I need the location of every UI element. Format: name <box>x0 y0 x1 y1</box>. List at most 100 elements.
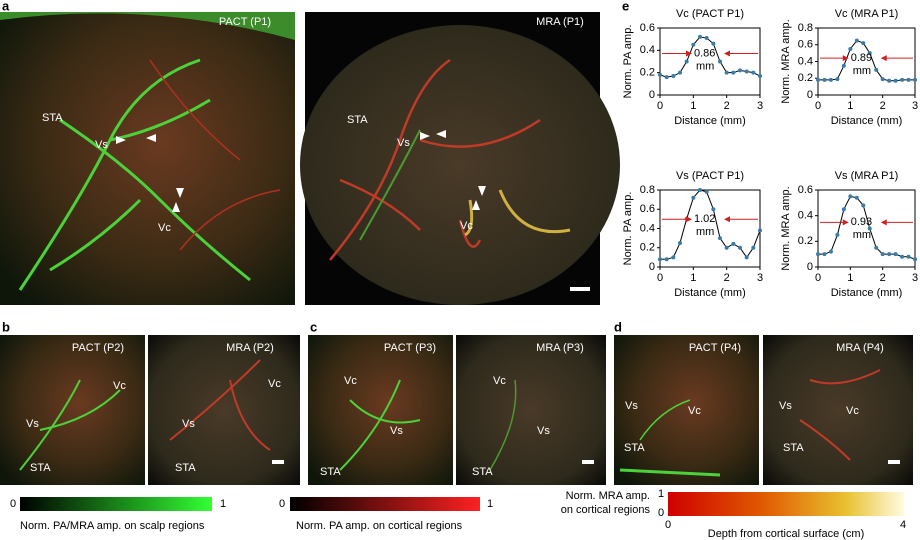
point <box>822 77 827 82</box>
vessel-tag: STA <box>42 112 63 124</box>
vessel-tag: Vs <box>625 400 638 412</box>
colorbar: 0 1 Norm. PA amp. on cortical regions <box>279 497 493 532</box>
line <box>660 189 761 260</box>
point <box>671 255 676 260</box>
panel-label: a <box>2 0 10 13</box>
arrow-head <box>880 219 887 226</box>
panel-label: e <box>622 0 629 13</box>
line <box>818 39 915 82</box>
vessel-tag: STA <box>175 462 196 474</box>
vessel-tag: Vc <box>493 375 506 387</box>
point <box>861 41 866 46</box>
point <box>751 245 756 250</box>
arrow-head <box>724 216 730 223</box>
colorbar-label: Norm. PA amp. on cortical regions <box>296 520 463 532</box>
vessel-tag: STA <box>320 466 341 478</box>
panel-label: c <box>310 319 317 334</box>
image-title: MRA (P4) <box>836 342 884 354</box>
image-panel: PACT (P2) Vc Vs STA <box>0 335 145 485</box>
y-tick-label: 0.4 <box>640 222 655 234</box>
point <box>704 189 709 194</box>
point <box>828 77 833 82</box>
annotation: mm <box>853 229 871 241</box>
point <box>731 70 736 75</box>
point <box>711 207 716 212</box>
vessel-tag: Vc <box>688 405 701 417</box>
vessel-tag: Vs <box>537 425 550 437</box>
point <box>718 236 722 241</box>
vessel-tag: Vc <box>268 378 281 390</box>
point <box>874 67 879 72</box>
point <box>900 77 905 82</box>
line <box>818 195 916 260</box>
panel-label: b <box>2 319 10 334</box>
point <box>744 69 749 74</box>
x-tick-label: 2 <box>880 272 886 284</box>
colorbar: 0 1 Norm. PA/MRA amp. on scalp regions <box>10 497 226 532</box>
point <box>880 77 885 82</box>
y-tick-label: 0 <box>807 261 813 273</box>
x-tick-label: 3 <box>912 272 918 284</box>
x-tick-label: 0 <box>815 272 821 284</box>
x-tick-label: 3 <box>912 100 918 112</box>
colorbar-tick: 0 <box>10 498 16 510</box>
colorbar-label: on cortical regions <box>561 504 651 516</box>
point <box>854 38 859 43</box>
vessel-tag: STA <box>30 462 51 474</box>
point <box>816 252 820 257</box>
image-panel: MRA (P4) Vs Vc STA <box>763 335 913 485</box>
colorbar-tick: 4 <box>900 519 906 531</box>
annotation: 0.89 <box>851 52 872 64</box>
y-tick-label: 0 <box>807 89 813 101</box>
vessel-tag: Vs <box>182 418 195 430</box>
x-tick-label: 3 <box>757 272 763 284</box>
image-title: MRA (P2) <box>226 342 274 354</box>
colorbar-tick: 0 <box>658 507 664 519</box>
point <box>848 46 853 51</box>
point <box>900 254 905 259</box>
point <box>758 74 762 79</box>
point <box>816 77 820 82</box>
annotation: 0.86 <box>694 47 715 59</box>
point <box>738 245 742 250</box>
image-title: PACT (P3) <box>384 342 436 354</box>
y-tick-label: 0.2 <box>798 72 813 84</box>
y-tick-label: 0.8 <box>798 22 813 34</box>
vessel-tag: Vc <box>846 405 859 417</box>
colorbar-label: Norm. MRA amp. <box>566 490 650 502</box>
point <box>724 70 729 75</box>
vessel-tag: Vc <box>113 380 126 392</box>
point <box>704 36 709 41</box>
image-panel: MRA (P1) STA Vs Vc <box>300 12 620 305</box>
x-axis-label: Distance (mm) <box>831 287 903 299</box>
point <box>867 51 872 56</box>
y-tick-label: 0.4 <box>640 44 655 56</box>
arrow-head <box>686 50 692 57</box>
y-tick-label: 0.2 <box>640 67 655 79</box>
vessel-tag: STA <box>347 114 368 126</box>
point <box>835 77 840 82</box>
arrow-head <box>842 55 849 62</box>
point <box>835 232 840 237</box>
point <box>711 41 716 46</box>
chart-title: Vs (PACT P1) <box>676 170 744 182</box>
x-tick-label: 2 <box>724 100 730 112</box>
line <box>659 36 761 78</box>
point <box>906 77 911 82</box>
x-tick-label: 1 <box>690 272 696 284</box>
annotation: mm <box>696 60 714 72</box>
y-tick-label: 0 <box>649 89 655 101</box>
chart-title: Vc (MRA P1) <box>835 8 899 20</box>
vessel-tag: Vs <box>26 418 39 430</box>
point <box>893 252 898 257</box>
image-title: PACT (P2) <box>72 342 124 354</box>
image-title: MRA (P3) <box>536 342 584 354</box>
arrow-head <box>686 216 692 223</box>
point <box>913 257 917 262</box>
point <box>861 203 866 208</box>
vessel-tag: Vs <box>95 139 108 151</box>
y-tick-label: 0.6 <box>798 184 813 196</box>
x-axis-label: Distance (mm) <box>674 287 746 299</box>
x-tick-label: 0 <box>815 100 821 112</box>
